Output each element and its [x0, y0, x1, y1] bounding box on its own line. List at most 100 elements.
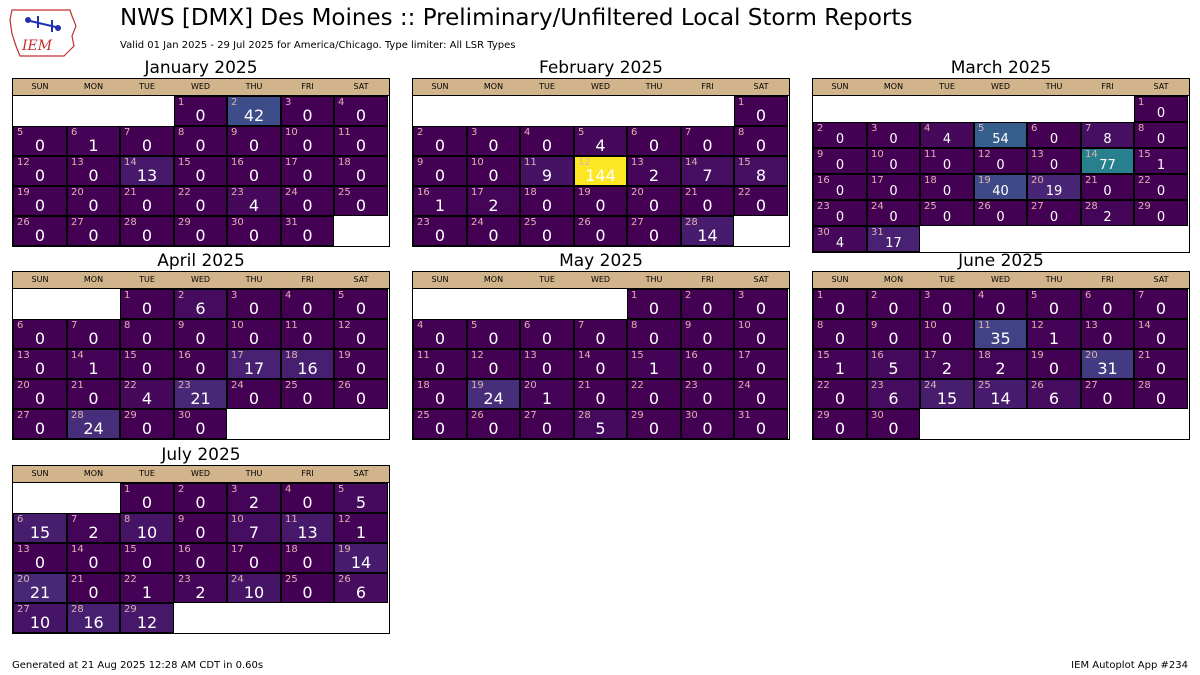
day-cell: 30 0 — [681, 409, 734, 439]
empty-cell — [13, 289, 67, 319]
day-number: 10 — [231, 514, 244, 525]
report-count: 0 — [595, 329, 606, 348]
day-number: 30 — [231, 217, 244, 228]
weekday-label: FRI — [701, 82, 714, 91]
report-count: 10 — [243, 583, 265, 602]
day-number: 15 — [124, 544, 137, 555]
day-cell: 19 40 — [974, 174, 1027, 200]
weekday-label: MON — [483, 275, 504, 284]
report-count: 5 — [888, 359, 899, 378]
report-count: 0 — [1102, 329, 1113, 348]
day-number: 12 — [338, 514, 351, 525]
weekday-label: SAT — [753, 82, 769, 91]
day-number: 1 — [178, 97, 185, 108]
day-cell: 16 0 — [227, 156, 281, 186]
report-count: 2 — [941, 359, 953, 378]
empty-cell — [120, 96, 174, 126]
empty-cell — [67, 289, 120, 319]
day-cell: 14 7 — [681, 156, 734, 186]
day-cell: 23 6 — [867, 379, 920, 409]
day-cell: 23 0 — [681, 379, 734, 409]
weekday-label: FRI — [301, 82, 314, 91]
week-row: 29 0 30 0 — [813, 409, 1189, 439]
day-number: 16 — [871, 350, 884, 361]
iem-logo: IEM — [9, 9, 77, 57]
day-number: 23 — [231, 187, 244, 198]
report-count: 0 — [488, 329, 499, 348]
day-number: 21 — [124, 187, 137, 198]
empty-cell — [974, 409, 1027, 439]
day-cell: 26 0 — [13, 216, 67, 246]
day-number: 27 — [524, 410, 537, 421]
day-number: 2 — [417, 127, 424, 138]
day-cell: 21 0 — [681, 186, 734, 216]
day-number: 29 — [1138, 201, 1151, 212]
report-count: 6 — [888, 389, 899, 408]
day-cell: 13 0 — [520, 349, 574, 379]
report-count: 0 — [302, 299, 313, 318]
week-row: 30 4 31 17 — [813, 226, 1189, 252]
day-cell: 14 0 — [1134, 319, 1188, 349]
weekday-label: SAT — [753, 275, 769, 284]
report-count: 0 — [434, 166, 446, 185]
day-cell: 14 13 — [120, 156, 174, 186]
day-number: 12 — [978, 149, 991, 160]
report-count: 0 — [995, 299, 1006, 318]
day-cell: 27 0 — [1027, 200, 1081, 226]
report-count: 0 — [248, 136, 260, 155]
report-count: 7 — [248, 523, 260, 542]
report-count: 1 — [141, 583, 153, 602]
report-count: 0 — [1155, 329, 1167, 348]
report-count: 0 — [888, 329, 899, 348]
day-cell: 25 14 — [974, 379, 1027, 409]
report-count: 0 — [1156, 210, 1166, 225]
week-row: 18 0 19 24 20 1 21 0 22 0 23 0 24 0 — [413, 379, 789, 409]
day-cell: 12 0 — [467, 349, 520, 379]
report-count: 0 — [141, 359, 153, 378]
day-number: 7 — [124, 127, 131, 138]
day-number: 1 — [738, 97, 745, 108]
day-number: 6 — [17, 320, 24, 331]
report-count: 0 — [889, 132, 898, 147]
day-number: 13 — [71, 157, 84, 168]
weekday-label: SUN — [831, 82, 849, 91]
calendar-grid: SUN MON TUE WED THU FRI SAT 1 0 2 0 3 0 4 4 5 54 6 0 7 8 8 0 9 0… — [812, 78, 1190, 253]
report-count: 17 — [243, 359, 265, 378]
report-count: 0 — [195, 226, 206, 245]
day-number: 11 — [924, 149, 937, 160]
page-subtitle: Valid 01 Jan 2025 - 29 Jul 2025 for Amer… — [120, 40, 516, 51]
weekday-label: SUN — [831, 275, 849, 284]
day-number: 19 — [578, 187, 591, 198]
day-cell: 30 0 — [867, 409, 920, 439]
month-title: April 2025 — [157, 251, 245, 271]
day-cell: 15 1 — [813, 349, 867, 379]
day-number: 27 — [1031, 201, 1044, 212]
day-cell: 15 0 — [120, 349, 174, 379]
day-cell: 10 0 — [227, 319, 281, 349]
day-number: 23 — [178, 574, 191, 585]
report-count: 10 — [29, 613, 51, 632]
empty-cell — [574, 289, 627, 319]
day-cell: 12 144 — [574, 156, 627, 186]
day-number: 15 — [817, 350, 830, 361]
report-count: 0 — [248, 166, 260, 185]
day-number: 30 — [178, 410, 191, 421]
day-number: 2 — [231, 97, 238, 108]
report-count: 14 — [350, 553, 372, 572]
empty-cell — [1081, 409, 1134, 439]
weekday-header: SUN MON TUE WED THU FRI SAT — [413, 79, 789, 96]
weekday-label: SUN — [31, 82, 49, 91]
weekday-label: WED — [590, 275, 611, 284]
day-number: 17 — [471, 187, 484, 198]
report-count: 1 — [541, 389, 553, 408]
report-count: 0 — [541, 329, 553, 348]
day-cell: 28 0 — [1134, 379, 1188, 409]
day-cell: 27 0 — [520, 409, 574, 439]
empty-cell — [1134, 226, 1188, 252]
day-number: 13 — [524, 350, 537, 361]
day-cell: 13 0 — [1081, 319, 1134, 349]
